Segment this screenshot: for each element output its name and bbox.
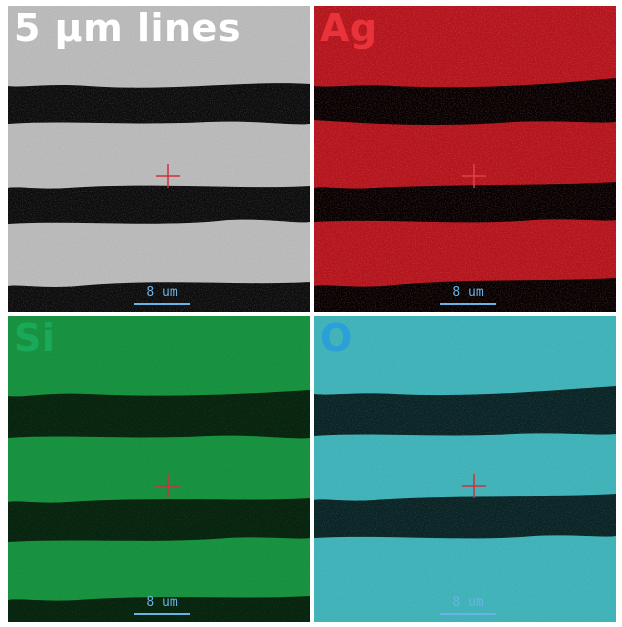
crosshair-marker	[462, 164, 486, 188]
scale-bar: 8 um	[440, 286, 496, 308]
scale-bar-label: 8 um	[452, 285, 484, 300]
scale-bar-label: 8 um	[452, 595, 484, 610]
scale-bar: 8 um	[134, 596, 190, 618]
sem-image-panel: 5 µm lines 8 um	[8, 6, 310, 312]
si-line-pattern	[8, 316, 310, 622]
scale-bar-line	[440, 303, 496, 305]
ag-map-panel: Ag 8 um	[314, 6, 616, 312]
scale-bar: 8 um	[134, 286, 190, 308]
o-line-pattern	[314, 316, 616, 622]
scale-bar-label: 8 um	[146, 285, 178, 300]
crosshair-marker	[156, 474, 180, 498]
si-map-panel: Si 8 um	[8, 316, 310, 622]
eds-map-grid: 5 µm lines 8 um Ag 8 um	[8, 6, 616, 622]
scale-bar: 8 um	[440, 596, 496, 618]
scale-bar-line	[134, 613, 190, 615]
crosshair-marker	[462, 474, 486, 498]
scale-bar-label: 8 um	[146, 595, 178, 610]
ag-line-pattern	[314, 6, 616, 312]
scale-bar-line	[134, 303, 190, 305]
sem-line-pattern	[8, 6, 310, 312]
panel-label: 5 µm lines	[14, 6, 241, 50]
scale-bar-line	[440, 613, 496, 615]
panel-label: Si	[14, 316, 56, 360]
panel-label: Ag	[320, 6, 378, 50]
crosshair-marker	[156, 164, 180, 188]
panel-label: O	[320, 316, 353, 360]
o-map-panel: O 8 um	[314, 316, 616, 622]
